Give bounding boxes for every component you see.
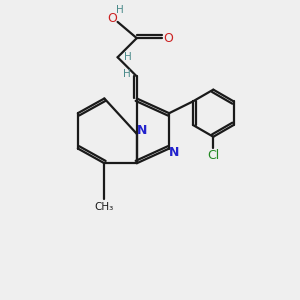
Text: H: H: [116, 4, 123, 14]
Text: O: O: [107, 12, 117, 25]
Text: N: N: [169, 146, 180, 159]
Text: H: H: [124, 69, 131, 79]
Text: O: O: [163, 32, 173, 45]
Text: H: H: [124, 52, 132, 62]
Text: Cl: Cl: [207, 149, 219, 162]
Text: N: N: [137, 124, 147, 137]
Text: CH₃: CH₃: [95, 202, 114, 212]
